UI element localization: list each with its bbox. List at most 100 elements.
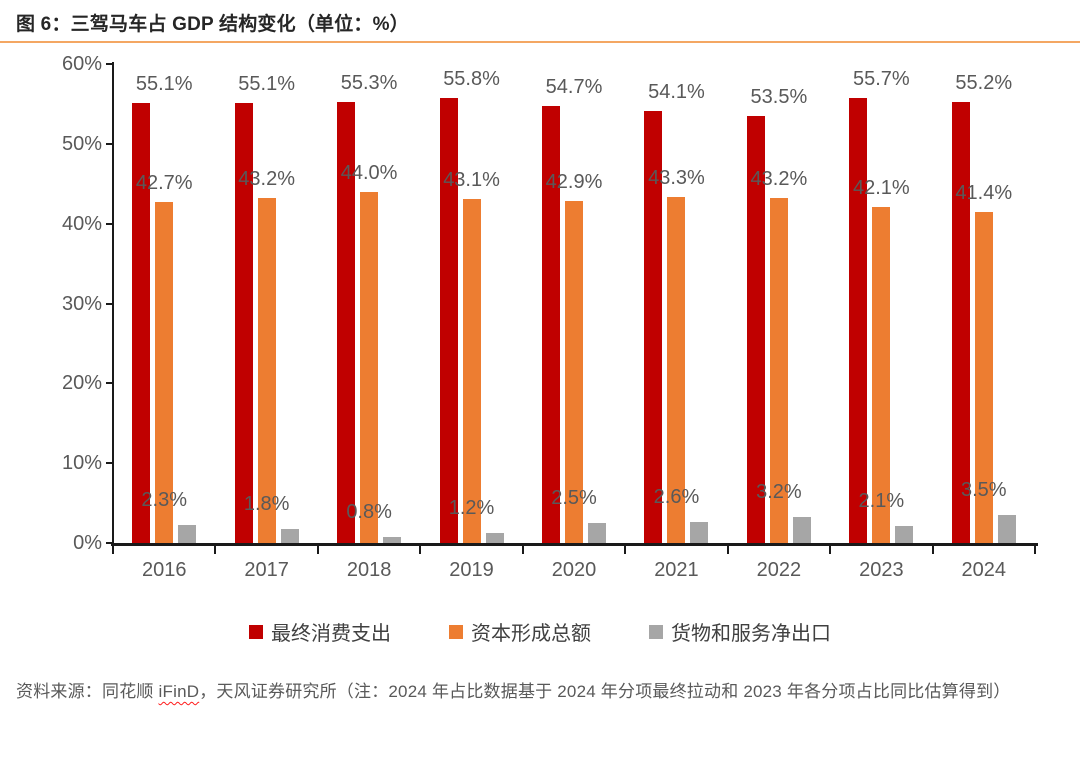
y-tick-label: 60% xyxy=(61,53,102,75)
legend: 最终消费支出 资本形成总额 货物和服务净出口 xyxy=(0,617,1080,646)
y-axis-tick xyxy=(106,302,113,305)
y-axis-tick xyxy=(106,142,113,145)
bar-资本形成总额-2023 xyxy=(872,206,891,543)
y-tick-label: 40% xyxy=(61,212,102,235)
x-tick-label: 2019 xyxy=(449,559,494,581)
bar-货物和服务净出口-2021 xyxy=(690,522,709,543)
x-tick-label: 2022 xyxy=(756,559,802,581)
bar-value-label: 43.2% xyxy=(750,168,808,191)
source-note-suffix: ，天风证券研究所（注：2024 年占比数据基于 2024 年分项最终拉动和 20… xyxy=(199,682,1011,701)
bar-value-label: 55.1% xyxy=(238,73,296,96)
bar-value-label: 43.1% xyxy=(443,168,500,191)
bar-value-label: 42.9% xyxy=(545,170,603,193)
legend-swatch-icon xyxy=(449,624,463,639)
x-axis-tick xyxy=(1034,543,1036,554)
bar-资本形成总额-2024 xyxy=(974,212,993,543)
bar-value-label: 42.1% xyxy=(852,176,910,199)
bar-value-label: 55.7% xyxy=(852,68,910,91)
bar-value-label: 3.5% xyxy=(960,479,1007,502)
x-tick-label: 2017 xyxy=(244,559,289,581)
bar-value-label: 55.8% xyxy=(443,67,500,90)
bar-货物和服务净出口-2019 xyxy=(485,533,504,543)
y-tick-label: 30% xyxy=(61,292,102,315)
bar-货物和服务净出口-2022 xyxy=(792,517,811,543)
bar-最终消费支出-2019 xyxy=(439,97,458,543)
bar-value-label: 0.8% xyxy=(346,500,392,523)
x-axis-tick xyxy=(112,543,114,554)
y-tick-label: 0% xyxy=(73,532,102,554)
bar-value-label: 55.1% xyxy=(135,73,193,96)
x-axis-tick xyxy=(726,543,729,554)
bar-最终消费支出-2017 xyxy=(234,103,253,543)
bar-资本形成总额-2018 xyxy=(360,191,379,543)
bar-货物和服务净出口-2018 xyxy=(383,536,402,543)
legend-swatch-icon xyxy=(249,624,263,639)
bar-资本形成总额-2021 xyxy=(667,197,686,543)
x-axis-tick xyxy=(829,543,832,554)
source-note-prefix: 资料来源：同花顺 xyxy=(16,682,159,701)
bar-货物和服务净出口-2023 xyxy=(895,526,914,543)
bar-value-label: 55.3% xyxy=(340,71,398,94)
y-axis-tick xyxy=(106,542,113,544)
source-note: 资料来源：同花顺 iFinD，天风证券研究所（注：2024 年占比数据基于 20… xyxy=(16,670,1054,714)
x-tick-label: 2016 xyxy=(141,559,187,581)
x-axis-tick xyxy=(214,543,217,554)
x-axis-line xyxy=(111,543,1038,546)
legend-label: 货物和服务净出口 xyxy=(671,623,831,645)
bar-最终消费支出-2024 xyxy=(951,102,970,543)
bar-value-label: 2.3% xyxy=(141,488,188,511)
bar-资本形成总额-2017 xyxy=(257,198,276,543)
bar-资本形成总额-2019 xyxy=(462,198,481,543)
bar-value-label: 55.2% xyxy=(955,72,1013,95)
bar-最终消费支出-2020 xyxy=(542,106,560,543)
legend-item: 最终消费支出 xyxy=(249,617,391,646)
bar-value-label: 2.5% xyxy=(551,487,597,510)
y-tick-label: 20% xyxy=(61,372,102,395)
x-tick-label: 2024 xyxy=(961,559,1007,581)
legend-label: 资本形成总额 xyxy=(471,623,591,645)
legend-label: 最终消费支出 xyxy=(271,623,391,645)
bar-value-label: 53.5% xyxy=(750,85,808,108)
x-tick-label: 2023 xyxy=(859,559,904,581)
bar-value-label: 54.7% xyxy=(545,76,603,99)
y-axis-tick xyxy=(106,382,113,385)
bar-value-label: 41.4% xyxy=(955,182,1013,205)
chart-title: 图 6：三驾马车占 GDP 结构变化（单位：%） xyxy=(16,14,409,35)
y-axis-line xyxy=(112,62,114,546)
y-axis-tick xyxy=(106,63,113,65)
x-axis-tick xyxy=(316,543,319,554)
bar-货物和服务净出口-2016 xyxy=(178,524,197,543)
y-axis-tick xyxy=(106,222,113,225)
legend-swatch-icon xyxy=(649,624,663,639)
y-axis-tick xyxy=(106,462,113,465)
bar-最终消费支出-2021 xyxy=(644,111,663,543)
bar-货物和服务净出口-2020 xyxy=(588,523,606,543)
bar-value-label: 43.3% xyxy=(648,167,705,190)
legend-item: 资本形成总额 xyxy=(449,617,591,646)
bar-货物和服务净出口-2024 xyxy=(997,515,1016,543)
bar-资本形成总额-2016 xyxy=(155,202,174,543)
bar-value-label: 54.1% xyxy=(648,81,705,104)
x-tick-label: 2018 xyxy=(346,559,392,581)
bar-value-label: 3.2% xyxy=(756,481,802,504)
bar-value-label: 43.2% xyxy=(238,168,296,191)
bar-最终消费支出-2022 xyxy=(746,115,765,543)
bar-value-label: 2.1% xyxy=(858,490,905,513)
x-tick-label: 2021 xyxy=(654,559,699,581)
y-tick-label: 50% xyxy=(61,132,102,155)
bar-value-label: 44.0% xyxy=(340,161,398,184)
bar-最终消费支出-2016 xyxy=(132,103,151,543)
source-note-ifind: iFinD xyxy=(158,682,200,701)
bar-value-label: 2.6% xyxy=(653,486,700,509)
y-tick-label: 10% xyxy=(61,452,102,475)
x-axis-tick xyxy=(931,543,934,554)
x-axis-tick xyxy=(419,543,422,554)
bar-最终消费支出-2023 xyxy=(849,98,868,543)
bar-value-label: 1.8% xyxy=(243,492,290,515)
x-tick-label: 2020 xyxy=(551,559,597,581)
bar-value-label: 42.7% xyxy=(135,172,193,195)
bar-value-label: 1.2% xyxy=(448,497,495,520)
bar-资本形成总额-2020 xyxy=(565,200,583,543)
title-divider xyxy=(0,41,1080,43)
